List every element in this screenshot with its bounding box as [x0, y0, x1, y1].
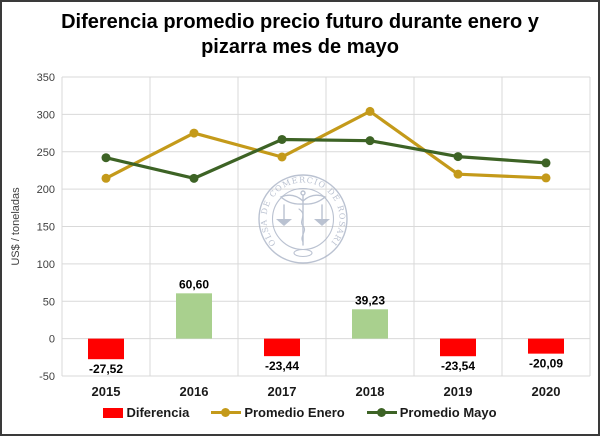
legend-item-promedio-mayo: Promedio Mayo: [366, 405, 497, 420]
legend-marker-mayo: [376, 408, 386, 417]
y-axis-tick-200: 200: [37, 184, 55, 196]
point-promedio-enero-2019: [453, 169, 463, 179]
y-axis-tick-250: 250: [37, 147, 55, 159]
legend-item-diferencia: Diferencia: [103, 405, 189, 420]
bar-value-label-2015: -27,52: [89, 362, 123, 376]
bar-diferencia-2015: [88, 338, 124, 360]
point-promedio-mayo-2018: [365, 136, 375, 146]
point-promedio-enero-2015: [101, 173, 111, 183]
chart-title: Diferencia promedio precio futuro durant…: [61, 11, 539, 58]
legend-item-promedio-enero: Promedio Enero: [211, 405, 345, 420]
line-promedio-mayo: [104, 137, 548, 180]
x-axis-label-2015: 2015: [92, 384, 121, 399]
legend-swatch-diferencia: [103, 407, 124, 418]
point-promedio-mayo-2020: [541, 158, 551, 168]
point-promedio-enero-2018: [365, 106, 375, 116]
legend-marker-enero: [221, 408, 231, 417]
bar-value-label-2018: 39,23: [355, 293, 385, 307]
chart-legend: Diferencia Promedio Enero Promedio Mayo: [2, 405, 598, 420]
bar-diferencia-2017: [264, 338, 300, 357]
bolsa-comercio-rosario-watermark-seal: BOLSA DE COMERCIO DE ROSARIO: [247, 163, 348, 264]
point-promedio-mayo-2017: [277, 134, 287, 144]
y-axis-tick-100: 100: [37, 259, 55, 271]
x-axis-label-2018: 2018: [356, 384, 385, 399]
x-axis-label-2016: 2016: [180, 384, 209, 399]
caduceus-scales-emblem: [276, 190, 330, 258]
line-promedio-enero: [104, 109, 548, 180]
watermark-outer-ring: [258, 174, 348, 264]
legend-swatch-enero: [211, 408, 242, 417]
y-axis-tick--50: -50: [39, 371, 55, 383]
y-axis-tick-350: 350: [37, 72, 55, 84]
point-promedio-enero-2020: [541, 173, 551, 183]
legend-label-promedio-enero: Promedio Enero: [244, 405, 345, 420]
x-axis-label-2020: 2020: [532, 384, 561, 399]
point-promedio-mayo-2015: [101, 153, 111, 163]
y-axis-title: US$ / toneladas: [10, 187, 22, 266]
point-promedio-mayo-2016: [189, 173, 199, 183]
y-axis-tick-0: 0: [49, 334, 55, 346]
x-axis-label-2019: 2019: [444, 384, 473, 399]
point-promedio-enero-2017: [277, 152, 287, 162]
bar-diferencia-2020: [528, 338, 564, 354]
y-axis-tick-50: 50: [43, 296, 55, 308]
point-promedio-mayo-2019: [453, 152, 463, 162]
bar-diferencia-2019: [440, 338, 476, 357]
bar-value-label-2016: 60,60: [179, 277, 209, 291]
bar-diferencia-2018: [352, 309, 388, 339]
bar-value-label-2020: -20,09: [529, 357, 563, 371]
plot-area: -50 0 50 100 150 200 250 300 350 -27,52 60,60 -23,4…: [10, 72, 591, 399]
point-promedio-enero-2016: [189, 128, 199, 138]
legend-label-promedio-mayo: Promedio Mayo: [399, 405, 497, 420]
y-axis-tick-150: 150: [37, 222, 55, 234]
bar-value-label-2017: -23,44: [265, 359, 299, 373]
x-axis-label-2017: 2017: [268, 384, 297, 399]
y-axis-tick-300: 300: [37, 109, 55, 121]
legend-label-diferencia: Diferencia: [126, 405, 190, 420]
bar-diferencia-2016: [176, 293, 212, 339]
legend-swatch-mayo: [366, 408, 397, 417]
bar-value-label-2019: -23,54: [441, 359, 475, 373]
